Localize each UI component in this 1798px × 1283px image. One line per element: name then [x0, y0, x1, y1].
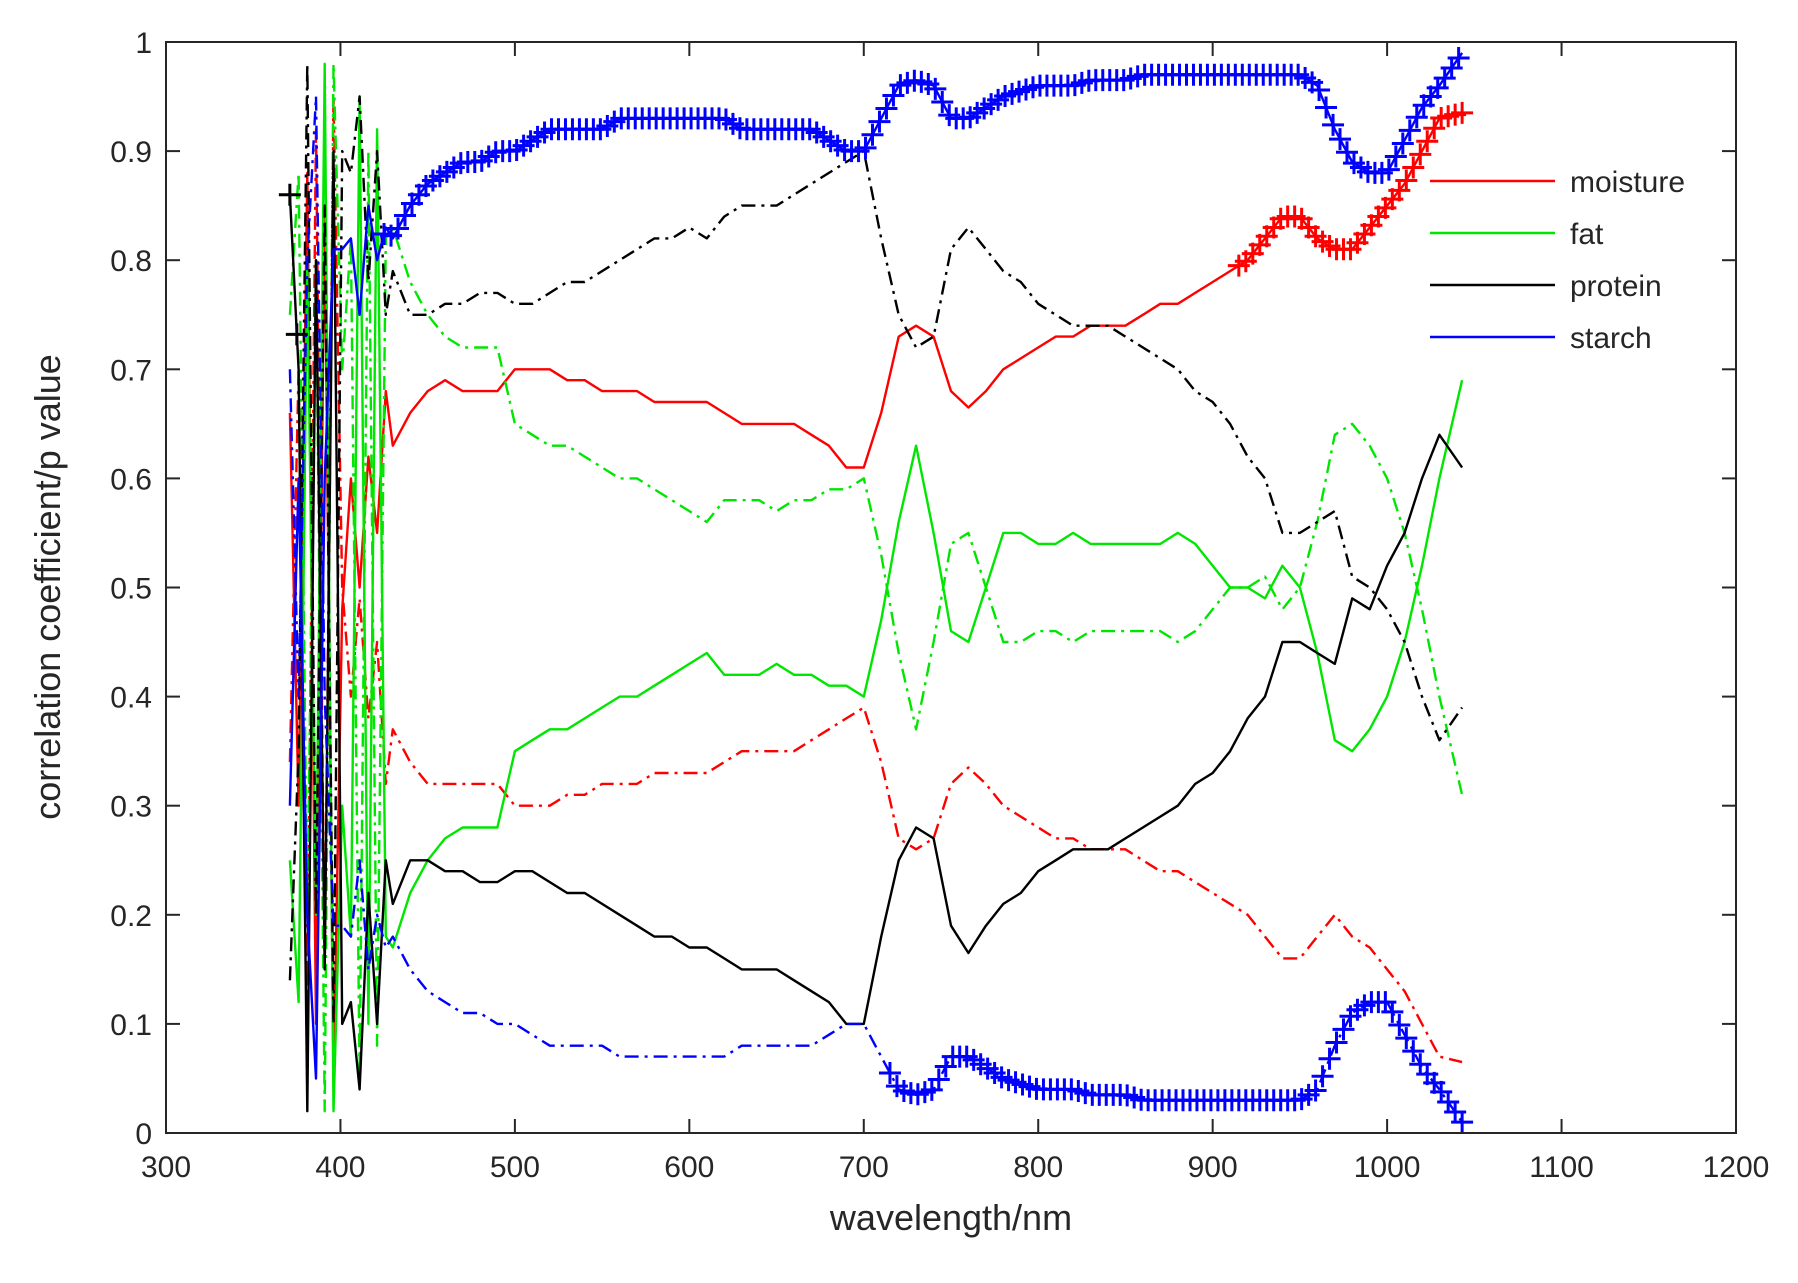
marker-moisture: [1416, 130, 1439, 153]
marker-starch-p-value: [1318, 1047, 1341, 1070]
y-tick-label: 0.6: [110, 463, 152, 496]
marker-starch: [1329, 128, 1352, 151]
legend-label-starch: starch: [1570, 322, 1652, 355]
marker-layer: [278, 46, 1474, 1134]
marker-starch: [868, 110, 891, 133]
y-axis: 0 0.1 0.2 0.3 0.4 0.5 0.6 0.7 0.8 0.9 1: [110, 27, 1736, 1151]
marker-starch: [1447, 46, 1470, 69]
marker-starch-p-value: [1311, 1065, 1334, 1088]
series-line-protein-p-value: [288, 62, 1464, 1026]
x-axis-label: wavelength/nm: [829, 1197, 1072, 1238]
x-tick-label: 1200: [1703, 1151, 1770, 1184]
x-axis: 300 400 500 600 700 800 900 1000 1100 1200: [141, 42, 1769, 1184]
x-tick-label: 800: [1013, 1151, 1063, 1184]
marker-starch-p-value: [927, 1068, 950, 1091]
marker-starch-p-value: [1325, 1031, 1348, 1054]
y-tick-label: 0.2: [110, 900, 152, 933]
marker-starch: [875, 97, 898, 120]
marker-starch: [854, 136, 877, 159]
marker-starch: [1315, 96, 1338, 119]
legend: moisture fat protein starch: [1430, 166, 1685, 355]
y-tick-label: 0.4: [110, 682, 152, 715]
marker-starch: [387, 217, 410, 240]
marker-starch-p-value: [878, 1061, 901, 1084]
x-tick-label: 1100: [1529, 1151, 1594, 1184]
marker-starch: [1405, 106, 1428, 129]
y-tick-label: 0.1: [110, 1009, 152, 1042]
marker-starch-p-value: [1402, 1040, 1425, 1063]
marker-starch-p-value: [1381, 1000, 1404, 1023]
marker-starch: [1377, 158, 1400, 181]
y-tick-label: 0.7: [110, 354, 152, 387]
marker-moisture: [1402, 156, 1425, 179]
series-line-fat: [288, 62, 1464, 1113]
legend-label-protein: protein: [1570, 270, 1662, 303]
y-tick-label: 0.9: [110, 136, 152, 169]
marker-moisture: [1451, 101, 1474, 124]
x-tick-label: 900: [1188, 1151, 1238, 1184]
series-line-protein: [288, 149, 1464, 1113]
y-tick-label: 0: [135, 1118, 152, 1151]
marker-protein: [285, 323, 308, 346]
marker-starch-p-value: [1332, 1018, 1355, 1041]
y-tick-label: 0.3: [110, 791, 152, 824]
x-tick-label: 500: [490, 1151, 540, 1184]
marker-starch: [924, 77, 947, 100]
x-tick-label: 600: [664, 1151, 714, 1184]
marker-starch-p-value: [1304, 1079, 1327, 1102]
x-tick-label: 1000: [1354, 1151, 1421, 1184]
marker-starch: [1308, 79, 1331, 102]
x-tick-label: 400: [315, 1151, 365, 1184]
x-tick-label: 700: [839, 1151, 889, 1184]
y-tick-label: 0.8: [110, 245, 152, 278]
x-tick-label: 300: [141, 1151, 191, 1184]
marker-starch: [1322, 113, 1345, 136]
marker-moisture: [1409, 143, 1432, 166]
marker-starch: [393, 204, 416, 227]
legend-label-fat: fat: [1570, 218, 1604, 251]
legend-label-moisture: moisture: [1570, 166, 1685, 199]
marker-moisture: [1395, 169, 1418, 192]
marker-starch: [1384, 145, 1407, 168]
marker-starch: [931, 91, 954, 114]
marker-starch: [1398, 119, 1421, 142]
marker-starch-p-value: [1451, 1111, 1474, 1134]
marker-starch: [1391, 132, 1414, 155]
marker-protein: [278, 183, 301, 206]
marker-starch-p-value: [1395, 1027, 1418, 1050]
y-axis-label: correlation coefficient/p value: [27, 354, 68, 820]
plot-area: [166, 42, 1736, 1133]
series-line-moisture-p-value: [288, 95, 1463, 1064]
y-tick-label: 0.5: [110, 573, 152, 606]
y-tick-label: 1: [135, 27, 152, 60]
marker-starch-p-value: [1388, 1013, 1411, 1036]
marker-starch: [861, 123, 884, 146]
